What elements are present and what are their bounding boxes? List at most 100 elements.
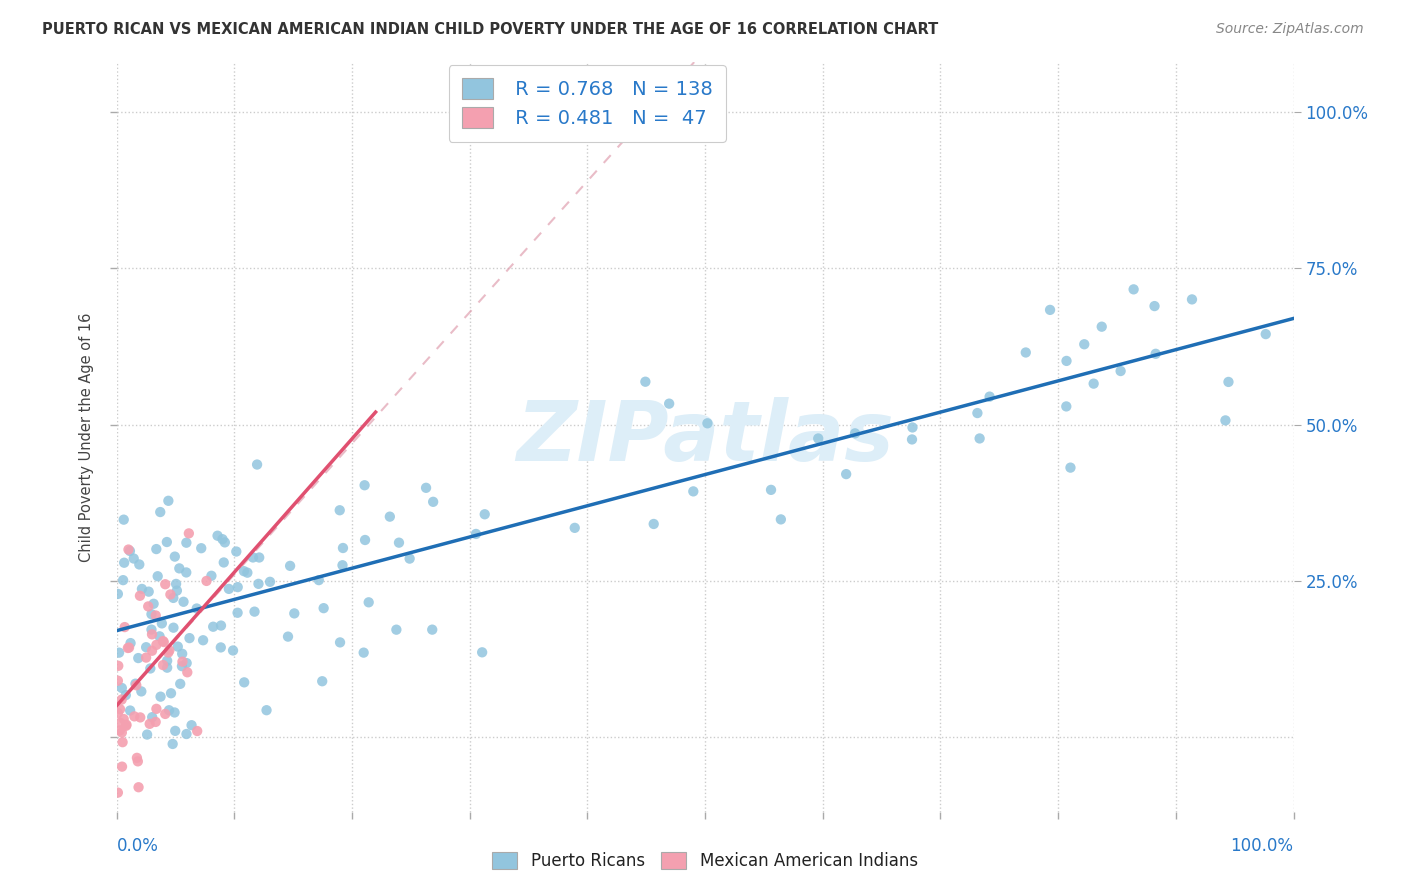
- Point: [259, 574, 281, 589]
- Point: [420, 623, 443, 637]
- Point: [152, 635, 174, 649]
- Point: [643, 516, 665, 531]
- Point: [176, 727, 198, 741]
- Point: [162, 737, 184, 751]
- Point: [209, 640, 232, 655]
- Point: [207, 529, 229, 543]
- Point: [180, 718, 202, 732]
- Point: [118, 640, 141, 655]
- Point: [120, 636, 142, 650]
- Point: [170, 659, 193, 673]
- Point: [969, 432, 991, 446]
- Point: [172, 655, 194, 669]
- Point: [159, 587, 181, 601]
- Point: [141, 623, 163, 637]
- Point: [122, 551, 145, 566]
- Point: [152, 634, 174, 648]
- Point: [190, 541, 212, 556]
- Point: [835, 467, 858, 482]
- Point: [247, 550, 270, 565]
- Point: [1054, 400, 1077, 414]
- Point: [243, 605, 266, 619]
- Point: [131, 684, 153, 698]
- Point: [162, 591, 184, 605]
- Text: 0.0%: 0.0%: [117, 837, 159, 855]
- Point: [141, 627, 163, 641]
- Point: [474, 508, 496, 522]
- Point: [127, 651, 149, 665]
- Point: [111, 692, 134, 706]
- Point: [1215, 413, 1237, 427]
- Point: [1059, 460, 1081, 475]
- Point: [1218, 375, 1240, 389]
- Point: [174, 566, 197, 580]
- Point: [1073, 337, 1095, 351]
- Point: [1015, 345, 1038, 359]
- Point: [141, 710, 163, 724]
- Point: [211, 532, 233, 546]
- Point: [222, 643, 245, 657]
- Point: [172, 647, 194, 661]
- Point: [332, 541, 354, 555]
- Point: [115, 719, 138, 733]
- Point: [138, 584, 160, 599]
- Point: [145, 714, 167, 729]
- Point: [160, 686, 183, 700]
- Point: [111, 759, 134, 773]
- Point: [141, 644, 163, 658]
- Point: [108, 702, 131, 716]
- Point: [283, 607, 305, 621]
- Point: [112, 556, 135, 570]
- Point: [1122, 282, 1144, 296]
- Point: [163, 549, 186, 564]
- Point: [139, 661, 162, 675]
- Point: [202, 620, 225, 634]
- Point: [564, 521, 586, 535]
- Point: [226, 606, 249, 620]
- Point: [465, 527, 488, 541]
- Point: [247, 577, 270, 591]
- Point: [107, 658, 129, 673]
- Point: [145, 608, 167, 623]
- Point: [979, 390, 1001, 404]
- Point: [385, 623, 408, 637]
- Point: [471, 645, 494, 659]
- Point: [1144, 347, 1167, 361]
- Point: [966, 406, 988, 420]
- Point: [242, 550, 264, 565]
- Point: [142, 597, 165, 611]
- Point: [145, 542, 167, 557]
- Point: [398, 551, 420, 566]
- Point: [1254, 327, 1277, 342]
- Point: [120, 704, 142, 718]
- Point: [169, 677, 191, 691]
- Point: [357, 595, 380, 609]
- Point: [111, 725, 134, 739]
- Point: [107, 706, 129, 720]
- Point: [176, 665, 198, 680]
- Point: [131, 582, 153, 596]
- Point: [108, 646, 131, 660]
- Point: [179, 631, 201, 645]
- Point: [152, 658, 174, 673]
- Point: [128, 558, 150, 572]
- Point: [169, 561, 191, 575]
- Point: [112, 513, 135, 527]
- Point: [901, 433, 924, 447]
- Point: [901, 420, 924, 434]
- Point: [145, 638, 167, 652]
- Point: [111, 735, 134, 749]
- Point: [176, 535, 198, 549]
- Point: [1143, 299, 1166, 313]
- Point: [118, 544, 141, 558]
- Point: [125, 678, 148, 692]
- Point: [329, 503, 352, 517]
- Point: [354, 533, 377, 547]
- Point: [191, 633, 214, 648]
- Point: [149, 690, 172, 704]
- Point: [422, 495, 444, 509]
- Point: [165, 577, 187, 591]
- Point: [329, 635, 352, 649]
- Point: [332, 558, 354, 573]
- Point: [195, 574, 218, 588]
